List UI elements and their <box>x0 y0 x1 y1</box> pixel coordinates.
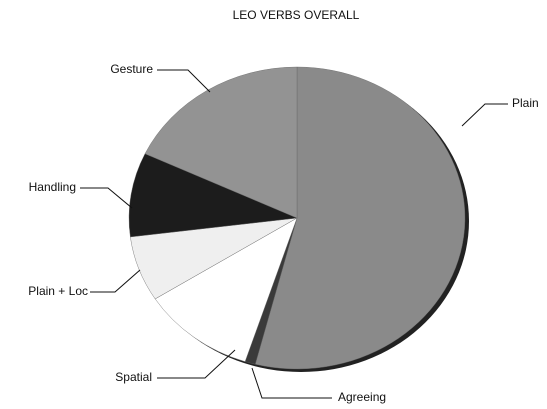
pie-slice <box>254 66 466 370</box>
leader-line <box>157 349 236 379</box>
pie-slice <box>154 217 298 362</box>
leader-line <box>461 103 508 127</box>
slice-label: Agreeing <box>338 390 386 404</box>
slice-label: Spatial <box>115 370 152 384</box>
pie-slice <box>128 153 298 238</box>
slice-label: Plain <box>512 96 539 110</box>
leader-line <box>157 69 211 93</box>
leader-line <box>251 367 332 399</box>
pie-slice <box>144 66 298 219</box>
slice-label: Gesture <box>110 62 153 76</box>
leader-line <box>90 269 141 293</box>
slice-label: Handling <box>29 180 76 194</box>
leader-line <box>80 187 133 209</box>
slice-label: Plain + Loc <box>28 284 88 298</box>
chart-title: LEO VERBS OVERALL <box>233 8 360 22</box>
